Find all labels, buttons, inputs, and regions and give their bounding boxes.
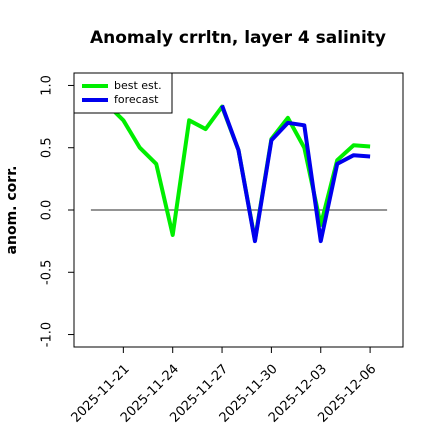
legend-box bbox=[73, 72, 173, 114]
legend-label: best est. bbox=[114, 79, 162, 92]
legend-label: forecast bbox=[114, 93, 159, 106]
y-tick-label: 1.0 bbox=[40, 75, 55, 96]
y-tick-label: -0.5 bbox=[40, 260, 55, 285]
y-tick-label: 0.0 bbox=[40, 200, 55, 221]
series-line bbox=[220, 104, 371, 244]
chart-title: Anomaly crrltn, layer 4 salinity bbox=[90, 28, 386, 48]
y-tick-label: 0.5 bbox=[40, 137, 55, 158]
y-axis-label: anom. corr. bbox=[4, 166, 20, 255]
y-tick-label: -1.0 bbox=[40, 322, 55, 347]
